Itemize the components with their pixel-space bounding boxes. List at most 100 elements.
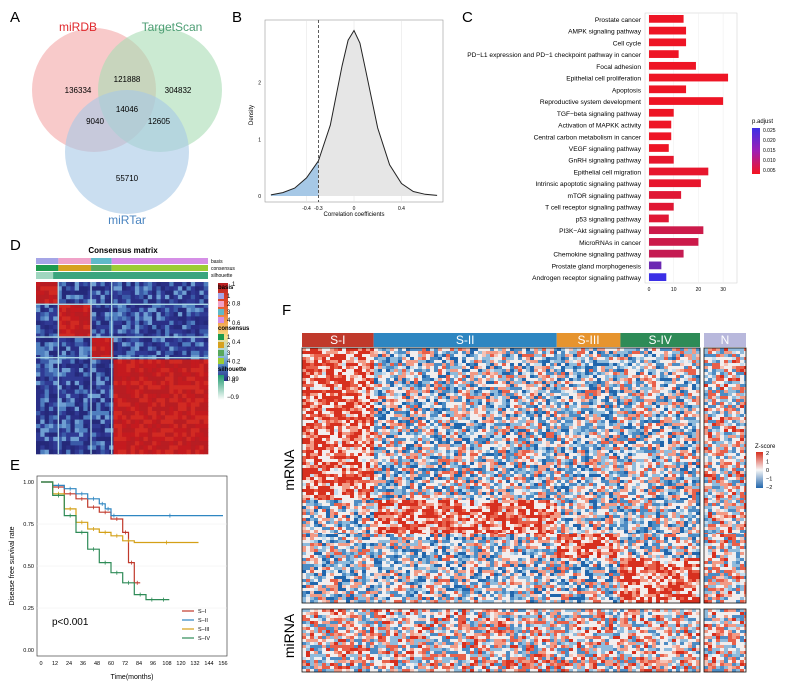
consensus-cell (113, 282, 118, 287)
heatmap-cell (458, 453, 463, 457)
heatmap-cell (498, 435, 503, 439)
heatmap-cell (462, 468, 467, 472)
heatmap-cell (394, 414, 399, 418)
consensus-cell (182, 286, 187, 291)
consensus-cell (182, 380, 187, 386)
heatmap-cell (426, 393, 431, 397)
heatmap-cell (310, 381, 315, 385)
heatmap-cell (450, 471, 455, 475)
heatmap-cell (554, 417, 558, 421)
heatmap-cell (430, 348, 435, 352)
heatmap-cell (550, 363, 555, 367)
consensus-cell (165, 290, 170, 296)
heatmap-cell (486, 387, 491, 391)
consensus-cell (173, 436, 179, 442)
heatmap-cell (378, 486, 383, 490)
heatmap-cell (406, 468, 411, 472)
heatmap-cell (514, 411, 519, 415)
heatmap-cell (370, 468, 375, 472)
heatmap-cell (490, 435, 495, 439)
heatmap-cell (342, 396, 347, 400)
heatmap-cell (474, 474, 479, 478)
heatmap-cell (458, 408, 463, 412)
consensus-cell (66, 398, 71, 403)
heatmap-cell (302, 438, 307, 442)
consensus-cell (160, 346, 166, 352)
heatmap-cell (518, 369, 523, 373)
heatmap-cell (538, 399, 543, 403)
heatmap-cell (510, 468, 515, 472)
heatmap-cell (474, 429, 479, 433)
enrichment-bar (649, 238, 699, 246)
heatmap-cell (450, 483, 455, 487)
heatmap-cell (302, 387, 307, 391)
heatmap-cell (386, 444, 391, 448)
heatmap-cell (398, 450, 403, 454)
consensus-cell (36, 398, 41, 403)
heatmap-cell (410, 399, 415, 403)
heatmap-cell (330, 495, 335, 499)
heatmap-cell (346, 462, 351, 466)
consensus-cell (147, 385, 153, 390)
heatmap-cell (334, 498, 339, 501)
heatmap-cell (426, 462, 431, 466)
heatmap-cell (466, 357, 471, 361)
heatmap-cell (410, 387, 415, 391)
heatmap-cell (318, 453, 323, 457)
consensus-cell (36, 406, 41, 412)
heatmap-cell (318, 459, 323, 463)
heatmap-cell (486, 384, 491, 388)
consensus-cell (143, 428, 149, 433)
consensus-cell (134, 406, 140, 412)
consensus-cell (117, 316, 123, 321)
heatmap-cell (314, 438, 319, 442)
consensus-cell (57, 432, 63, 438)
consensus-cell (40, 368, 45, 373)
heatmap-cell (478, 369, 483, 373)
heatmap-cell (514, 486, 519, 490)
heatmap-cell (530, 465, 535, 469)
consensus-cell (152, 303, 157, 309)
heatmap-cell (458, 483, 463, 487)
heatmap-cell (446, 486, 451, 490)
heatmap-cell (442, 417, 447, 421)
enrichment-bar (649, 108, 674, 117)
heatmap-cell (514, 384, 519, 388)
heatmap-cell (478, 411, 483, 415)
heatmap-cell (346, 426, 351, 430)
heatmap-cell (378, 357, 383, 361)
heatmap-cell (322, 366, 327, 370)
heatmap-cell (318, 486, 323, 490)
consensus-cell (113, 299, 118, 304)
heatmap-cell (478, 465, 483, 469)
consensus-cell (53, 363, 58, 369)
heatmap-cell (410, 408, 415, 412)
consensus-cell (169, 393, 174, 399)
heatmap-cell (534, 390, 539, 394)
heatmap-cell (530, 348, 535, 352)
consensus-cell (126, 393, 131, 399)
heatmap-cell (442, 390, 447, 394)
consensus-cell (156, 376, 161, 382)
heatmap-cell (442, 357, 447, 361)
consensus-cell (134, 325, 140, 330)
heatmap-cell (474, 360, 479, 364)
heatmap-cell (346, 459, 351, 463)
heatmap-cell (326, 399, 331, 403)
consensus-cell (130, 303, 136, 309)
heatmap-cell (430, 354, 435, 358)
heatmap-cell (466, 474, 471, 478)
heatmap-cell (422, 402, 427, 406)
heatmap-cell (490, 438, 495, 442)
heatmap-cell (374, 366, 379, 370)
heatmap-cell (466, 408, 471, 412)
heatmap-cell (310, 480, 315, 484)
heatmap-cell (354, 435, 359, 439)
heatmap-cell (354, 444, 359, 448)
consensus-cell (130, 423, 136, 429)
heatmap-cell (474, 351, 479, 355)
heatmap-cell (522, 387, 527, 391)
heatmap-cell (502, 372, 507, 376)
consensus-cell (74, 294, 80, 300)
consensus-cell (91, 423, 97, 429)
